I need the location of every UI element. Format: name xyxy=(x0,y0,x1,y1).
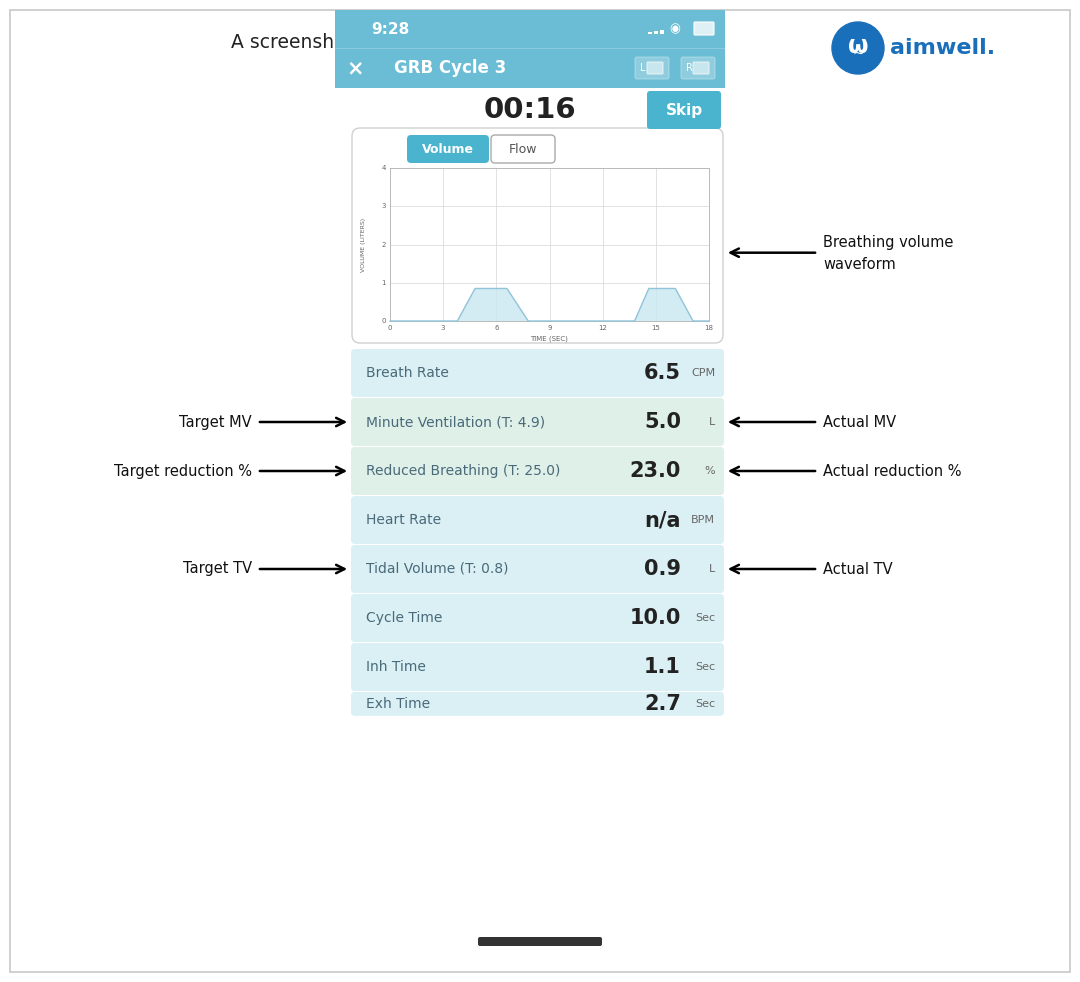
Text: aimwell.: aimwell. xyxy=(890,38,995,58)
Text: Flow: Flow xyxy=(509,142,537,155)
Text: Skip: Skip xyxy=(665,102,703,118)
Text: CPM: CPM xyxy=(691,368,715,378)
FancyBboxPatch shape xyxy=(351,398,724,446)
Text: waveform: waveform xyxy=(823,257,895,272)
FancyBboxPatch shape xyxy=(351,545,724,593)
Text: A screenshot of a typical Guided Reduced Breathing: A screenshot of a typical Guided Reduced… xyxy=(231,32,719,51)
Bar xyxy=(660,29,664,34)
FancyBboxPatch shape xyxy=(352,128,723,343)
Text: ~: ~ xyxy=(852,47,864,61)
FancyBboxPatch shape xyxy=(351,447,724,495)
Text: Sec: Sec xyxy=(694,699,715,709)
FancyBboxPatch shape xyxy=(694,22,714,35)
Text: n/a: n/a xyxy=(645,510,681,530)
Circle shape xyxy=(832,22,885,74)
Text: 00:16: 00:16 xyxy=(484,96,577,124)
Text: 0.9: 0.9 xyxy=(644,559,681,579)
Text: Actual reduction %: Actual reduction % xyxy=(823,464,961,478)
Text: Target MV: Target MV xyxy=(179,414,252,429)
Text: Cycle Time: Cycle Time xyxy=(366,611,443,625)
FancyBboxPatch shape xyxy=(351,643,724,691)
FancyBboxPatch shape xyxy=(491,135,555,163)
FancyBboxPatch shape xyxy=(647,62,663,74)
Text: 23.0: 23.0 xyxy=(630,461,681,481)
Text: BPM: BPM xyxy=(691,515,715,525)
Text: VOLUME (LITERS): VOLUME (LITERS) xyxy=(362,217,366,272)
FancyBboxPatch shape xyxy=(635,57,669,79)
Text: 0: 0 xyxy=(381,318,386,324)
FancyBboxPatch shape xyxy=(351,692,724,716)
FancyBboxPatch shape xyxy=(478,937,602,946)
Bar xyxy=(654,30,658,34)
Text: 4: 4 xyxy=(381,165,386,171)
Text: 1.1: 1.1 xyxy=(644,657,681,677)
Text: Tidal Volume (T: 0.8): Tidal Volume (T: 0.8) xyxy=(366,562,509,576)
FancyBboxPatch shape xyxy=(351,349,724,397)
Text: 3: 3 xyxy=(441,325,445,331)
Text: L: L xyxy=(708,564,715,574)
FancyBboxPatch shape xyxy=(351,496,724,544)
Text: Reduced Breathing (T: 25.0): Reduced Breathing (T: 25.0) xyxy=(366,464,561,478)
Text: 9:28: 9:28 xyxy=(370,22,409,36)
Text: Inh Time: Inh Time xyxy=(366,660,426,674)
Text: R: R xyxy=(686,63,692,73)
Text: Sec: Sec xyxy=(694,613,715,623)
FancyBboxPatch shape xyxy=(335,10,725,88)
Text: %: % xyxy=(704,466,715,476)
Text: Volume: Volume xyxy=(422,142,474,155)
Text: 9: 9 xyxy=(548,325,552,331)
Text: ×: × xyxy=(347,58,364,78)
Text: 1: 1 xyxy=(381,280,386,286)
Polygon shape xyxy=(390,289,708,321)
Text: Target reduction %: Target reduction % xyxy=(114,464,252,478)
Text: Sec: Sec xyxy=(694,662,715,672)
Text: GRB Cycle 3: GRB Cycle 3 xyxy=(394,59,507,77)
Text: 2.7: 2.7 xyxy=(644,694,681,714)
Text: 15: 15 xyxy=(651,325,660,331)
Text: Actual TV: Actual TV xyxy=(823,562,893,576)
Text: L: L xyxy=(640,63,646,73)
Text: 12: 12 xyxy=(598,325,607,331)
FancyBboxPatch shape xyxy=(681,57,715,79)
Text: Exh Time: Exh Time xyxy=(366,697,430,711)
Text: 5.0: 5.0 xyxy=(644,412,681,432)
Text: L: L xyxy=(708,417,715,427)
Text: 18: 18 xyxy=(704,325,714,331)
FancyBboxPatch shape xyxy=(10,10,1070,972)
FancyBboxPatch shape xyxy=(351,594,724,642)
Text: Breath Rate: Breath Rate xyxy=(366,366,449,380)
FancyBboxPatch shape xyxy=(407,135,489,163)
Text: 3: 3 xyxy=(381,203,386,209)
Text: 6: 6 xyxy=(494,325,499,331)
Text: TIME (SEC): TIME (SEC) xyxy=(530,335,568,342)
Text: Breathing volume: Breathing volume xyxy=(823,236,954,250)
Text: Heart Rate: Heart Rate xyxy=(366,513,441,527)
Text: Target TV: Target TV xyxy=(183,562,252,576)
Text: Minute Ventilation (T: 4.9): Minute Ventilation (T: 4.9) xyxy=(366,415,545,429)
FancyBboxPatch shape xyxy=(647,91,721,129)
Text: ω: ω xyxy=(848,34,868,58)
Bar xyxy=(648,32,652,34)
FancyBboxPatch shape xyxy=(693,62,708,74)
Text: ◉: ◉ xyxy=(670,23,680,35)
Text: 2: 2 xyxy=(381,242,386,247)
Text: 6.5: 6.5 xyxy=(644,363,681,383)
Text: Actual MV: Actual MV xyxy=(823,414,896,429)
Text: 10.0: 10.0 xyxy=(630,608,681,628)
Text: 0: 0 xyxy=(388,325,392,331)
